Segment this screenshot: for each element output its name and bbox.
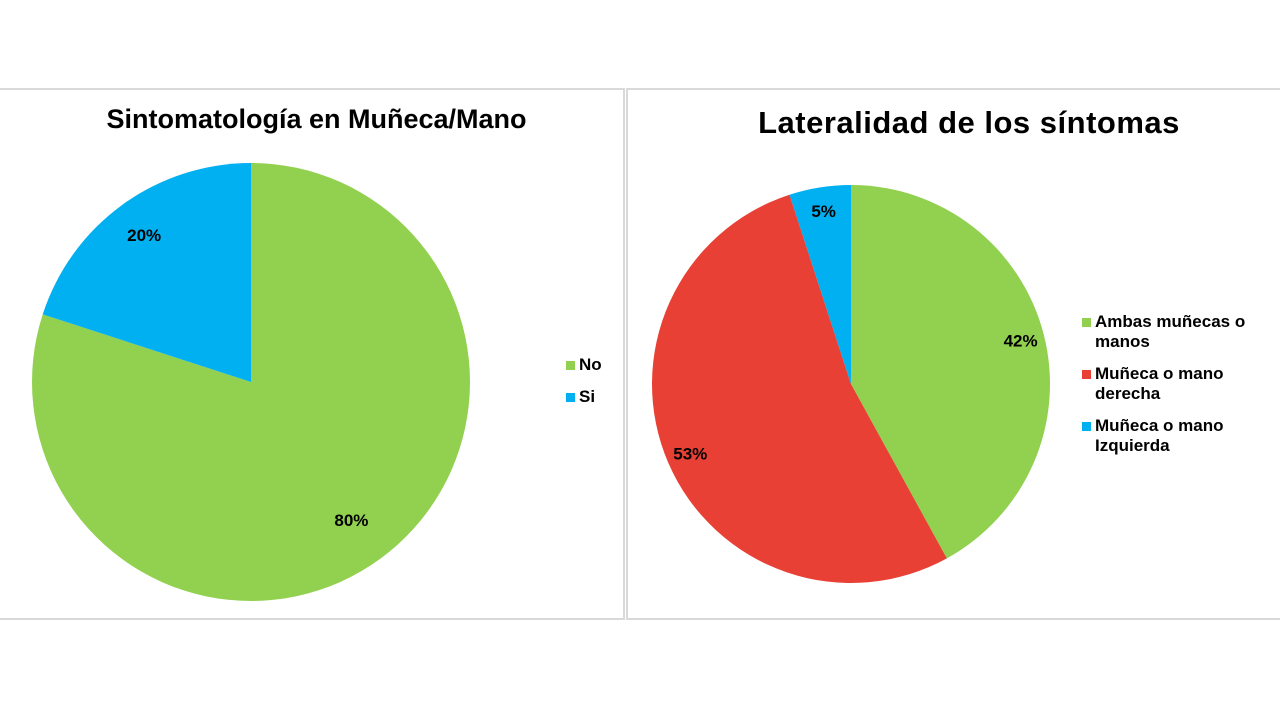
legend-label: Si xyxy=(579,387,596,406)
legend-label: Ambas muñecas o manos xyxy=(1095,312,1246,351)
pie-slice-si xyxy=(42,163,251,382)
legend-item-both: Ambas muñecas o manos xyxy=(1082,312,1280,352)
legend-item-right: Muñeca o mano derecha xyxy=(1082,364,1280,404)
data-label-ambas-munecas-o-manos: 42% xyxy=(1004,331,1038,350)
legend-item-si: Si xyxy=(566,387,602,407)
pie-chart-symptoms: 80% 20% xyxy=(32,163,471,601)
pie-slice-muneca-o-mano-derecha xyxy=(652,194,947,583)
chart-panel-laterality: Lateralidad de los síntomas 42% 53% 5% Amb… xyxy=(626,88,1280,620)
legend-item-no: No xyxy=(566,355,602,375)
legend: No Si xyxy=(566,355,602,419)
legend-swatch xyxy=(1082,370,1091,379)
pie-chart-laterality: 42% 53% 5% xyxy=(652,185,1050,583)
data-label-muneca-o-mano-derecha: 53% xyxy=(673,445,707,464)
legend: Ambas muñecas o manos Muñeca o mano dere… xyxy=(1082,312,1280,468)
chart-panel-symptoms: Sintomatología en Muñeca/Mano 80% 20% No … xyxy=(0,88,625,620)
legend-swatch xyxy=(566,393,575,402)
chart-title: Lateralidad de los síntomas xyxy=(758,105,1180,140)
data-label-no: 80% xyxy=(334,511,368,530)
data-label-muneca-o-mano-izquierda: 5% xyxy=(811,202,836,221)
pie-slice-ambas-munecas-o-manos xyxy=(851,185,1050,559)
pie-slice-muneca-o-mano-izquierda xyxy=(789,185,851,384)
chart-title: Sintomatología en Muñeca/Mano xyxy=(106,104,527,134)
pie-slice-no xyxy=(32,163,471,601)
legend-label: No xyxy=(579,355,602,374)
legend-swatch xyxy=(1082,422,1091,431)
legend-swatch xyxy=(566,361,575,370)
legend-label: Muñeca o mano derecha xyxy=(1095,364,1224,403)
legend-label: Muñeca o mano Izquierda xyxy=(1095,416,1224,455)
legend-item-left: Muñeca o mano Izquierda xyxy=(1082,416,1280,456)
legend-swatch xyxy=(1082,318,1091,327)
data-label-si: 20% xyxy=(127,226,161,245)
